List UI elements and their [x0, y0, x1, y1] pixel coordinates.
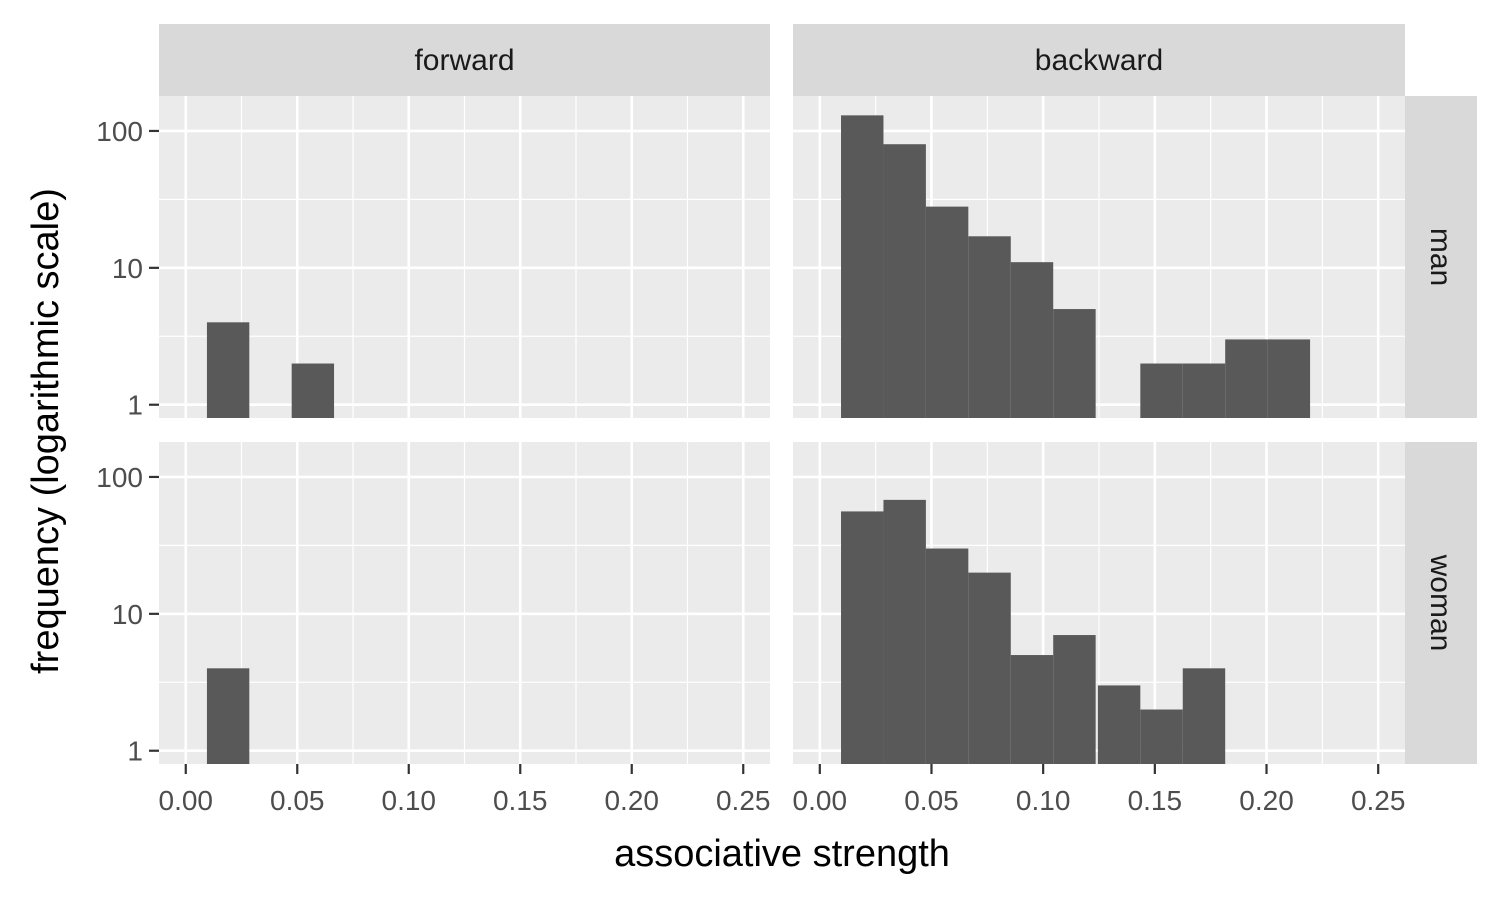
- x-tick-label: 0.00: [793, 785, 848, 816]
- strip-label: forward: [414, 44, 514, 77]
- y-axis-woman: 1 10 100: [96, 462, 159, 767]
- y-tick-label: 10: [112, 253, 143, 284]
- histogram-bar: [883, 499, 926, 764]
- x-axis-title: associative strength: [614, 833, 950, 875]
- histogram-bar: [925, 206, 969, 418]
- strip-label: man: [1424, 228, 1457, 286]
- histogram-bar: [291, 363, 335, 418]
- histogram-bar: [1267, 339, 1311, 418]
- column-strip-backward: backward: [793, 24, 1405, 96]
- histogram-bar: [1097, 685, 1141, 764]
- x-tick-label: 0.25: [1351, 785, 1406, 816]
- panel-forward-woman: [159, 442, 770, 764]
- strip-label: woman: [1424, 554, 1457, 652]
- y-tick-label: 10: [112, 599, 143, 630]
- histogram-bar: [1140, 363, 1183, 418]
- y-tick-label: 1: [127, 736, 143, 767]
- row-strip-woman: woman: [1405, 442, 1477, 764]
- histogram-bar: [883, 144, 926, 418]
- histogram-bar: [1010, 655, 1054, 764]
- histogram-bar: [968, 236, 1011, 418]
- histogram-bar: [841, 115, 884, 418]
- histogram-bar: [1225, 339, 1268, 418]
- panel-backward-man: [793, 96, 1405, 418]
- x-tick-label: 0.25: [716, 785, 771, 816]
- x-tick-label: 0.05: [904, 785, 959, 816]
- histogram-bar: [1140, 709, 1183, 764]
- y-axis-man: 1 10 100: [96, 116, 159, 421]
- x-axis-forward: 0.00 0.05 0.10 0.15 0.20 0.25: [159, 764, 771, 816]
- row-strip-man: man: [1405, 96, 1477, 418]
- strip-background: [1405, 442, 1477, 764]
- panel-forward-man: [159, 96, 770, 418]
- x-axis-backward: 0.00 0.05 0.10 0.15 0.20 0.25: [793, 764, 1406, 816]
- x-tick-label: 0.10: [382, 785, 437, 816]
- histogram-bar: [1053, 309, 1096, 418]
- strips-layer: forward backward man woman: [159, 24, 1477, 764]
- strip-label: backward: [1035, 44, 1163, 77]
- panel-backward-woman: [793, 442, 1405, 764]
- x-tick-label: 0.15: [1128, 785, 1183, 816]
- x-tick-label: 0.10: [1016, 785, 1071, 816]
- histogram-bar: [925, 548, 969, 764]
- y-tick-label: 100: [96, 462, 143, 493]
- strip-background: [159, 24, 770, 96]
- histogram-bar: [1053, 635, 1096, 764]
- x-tick-label: 0.15: [493, 785, 548, 816]
- x-tick-label: 0.20: [604, 785, 659, 816]
- y-tick-label: 100: [96, 116, 143, 147]
- x-tick-label: 0.05: [270, 785, 325, 816]
- histogram-bar: [1182, 363, 1226, 418]
- histogram-bar: [206, 322, 250, 418]
- column-strip-forward: forward: [159, 24, 770, 96]
- histogram-bar: [841, 511, 884, 764]
- y-tick-label: 1: [127, 390, 143, 421]
- histogram-bar: [1182, 668, 1226, 764]
- x-tick-label: 0.20: [1239, 785, 1294, 816]
- panels-layer: [159, 96, 1405, 764]
- histogram-bar: [206, 668, 250, 764]
- x-tick-label: 0.00: [159, 785, 214, 816]
- y-axis-title: frequency (logarithmic scale): [25, 188, 67, 674]
- histogram-bar: [968, 572, 1011, 764]
- strip-background: [1405, 96, 1477, 418]
- histogram-bar: [1010, 262, 1054, 418]
- strip-background: [793, 24, 1405, 96]
